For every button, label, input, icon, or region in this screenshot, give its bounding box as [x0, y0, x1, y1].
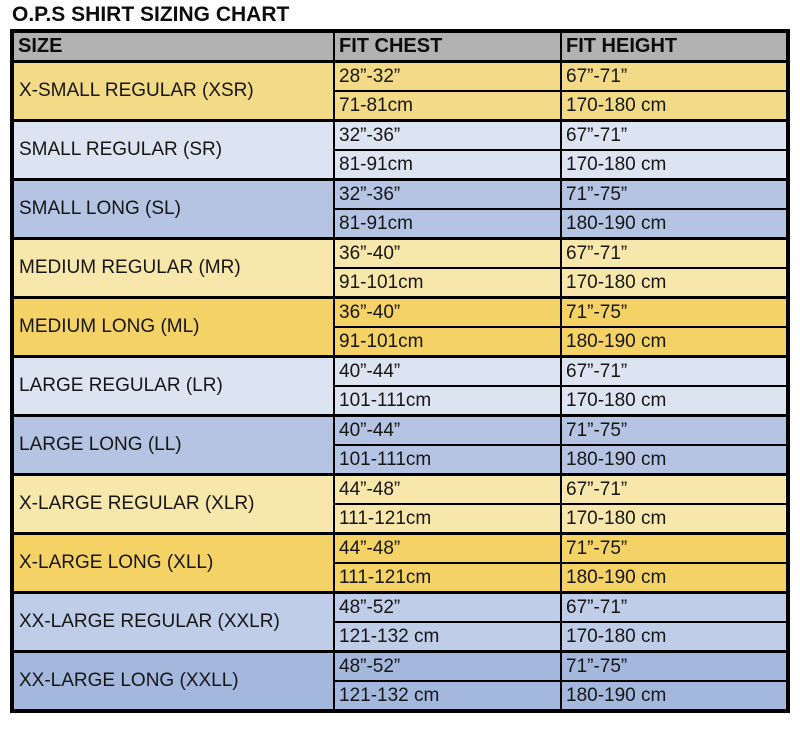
height-inches: 71”-75”	[560, 414, 789, 446]
chest-inches: 40”-44”	[333, 355, 562, 387]
size-group-ll: LARGE LONG (LL) 40”-44” 71”-75” 101-111c…	[11, 414, 789, 476]
height-cm: 170-180 cm	[560, 90, 789, 122]
height-inches: 67”-71”	[560, 60, 789, 92]
page-title: O.P.S SHIRT SIZING CHART	[12, 3, 290, 26]
chest-cm: 111-121cm	[333, 562, 562, 594]
height-cm: 180-190 cm	[560, 444, 789, 476]
chest-inches: 44”-48”	[333, 473, 562, 505]
table-row: X-LARGE LONG (XLL) 44”-48” 71”-75”	[11, 532, 789, 594]
chest-inches: 48”-52”	[333, 591, 562, 623]
size-label: XX-LARGE LONG (XXLL)	[11, 650, 335, 712]
chest-cm: 121-132 cm	[333, 680, 562, 712]
size-label: MEDIUM REGULAR (MR)	[11, 237, 335, 299]
size-group-sr: SMALL REGULAR (SR) 32”-36” 67”-71” 81-91…	[11, 119, 789, 181]
size-label: XX-LARGE REGULAR (XXLR)	[11, 591, 335, 653]
chest-cm: 101-111cm	[333, 444, 562, 476]
table-row: 111-121cm 170-180 cm	[12, 503, 789, 535]
table-row: 101-111cm 170-180 cm	[12, 385, 789, 417]
height-inches: 67”-71”	[560, 119, 789, 151]
height-cm: 170-180 cm	[560, 149, 789, 181]
height-cm: 180-190 cm	[560, 562, 789, 594]
table-row: 121-132 cm 180-190 cm	[12, 680, 789, 712]
table-row: 91-101cm 180-190 cm	[12, 326, 789, 358]
size-label: X-LARGE REGULAR (XLR)	[11, 473, 335, 535]
table-row: 101-111cm 180-190 cm	[12, 444, 789, 476]
chest-cm: 91-101cm	[333, 326, 562, 358]
sizing-table: SIZE FIT CHEST FIT HEIGHT X-SMALL REGULA…	[10, 29, 790, 713]
size-group-lr: LARGE REGULAR (LR) 40”-44” 67”-71” 101-1…	[11, 355, 789, 417]
height-cm: 170-180 cm	[560, 621, 789, 653]
size-label: X-SMALL REGULAR (XSR)	[11, 60, 335, 122]
chest-inches: 32”-36”	[333, 119, 562, 151]
table-row: 81-91cm 180-190 cm	[12, 208, 789, 240]
height-cm: 180-190 cm	[560, 326, 789, 358]
height-cm: 170-180 cm	[560, 385, 789, 417]
table-row: X-SMALL REGULAR (XSR) 28”-32” 67”-71”	[11, 60, 789, 122]
chest-cm: 111-121cm	[333, 503, 562, 535]
chest-cm: 101-111cm	[333, 385, 562, 417]
size-label: SMALL REGULAR (SR)	[11, 119, 335, 181]
height-cm: 170-180 cm	[560, 503, 789, 535]
table-row: LARGE REGULAR (LR) 40”-44” 67”-71”	[11, 355, 789, 417]
table-row: X-LARGE REGULAR (XLR) 44”-48” 67”-71”	[11, 473, 789, 535]
height-cm: 170-180 cm	[560, 267, 789, 299]
size-label: LARGE REGULAR (LR)	[11, 355, 335, 417]
chest-cm: 91-101cm	[333, 267, 562, 299]
size-group-ml: MEDIUM LONG (ML) 36”-40” 71”-75” 91-101c…	[11, 296, 789, 358]
column-header-fit-height: FIT HEIGHT	[560, 30, 789, 63]
table-row: XX-LARGE LONG (XXLL) 48”-52” 71”-75”	[11, 650, 789, 712]
chest-cm: 81-91cm	[333, 149, 562, 181]
size-group-mr: MEDIUM REGULAR (MR) 36”-40” 67”-71” 91-1…	[11, 237, 789, 299]
size-group-xsr: X-SMALL REGULAR (XSR) 28”-32” 67”-71” 71…	[11, 60, 789, 122]
column-header-fit-chest: FIT CHEST	[333, 30, 562, 63]
chest-cm: 121-132 cm	[333, 621, 562, 653]
height-cm: 180-190 cm	[560, 208, 789, 240]
chest-inches: 48”-52”	[333, 650, 562, 682]
chest-inches: 40”-44”	[333, 414, 562, 446]
size-group-sl: SMALL LONG (SL) 32”-36” 71”-75” 81-91cm …	[11, 178, 789, 240]
height-inches: 71”-75”	[560, 296, 789, 328]
size-group-xxlr: XX-LARGE REGULAR (XXLR) 48”-52” 67”-71” …	[11, 591, 789, 653]
height-inches: 67”-71”	[560, 591, 789, 623]
table-row: XX-LARGE REGULAR (XXLR) 48”-52” 67”-71”	[11, 591, 789, 653]
table-row: 71-81cm 170-180 cm	[12, 90, 789, 122]
chest-inches: 44”-48”	[333, 532, 562, 564]
table-row: LARGE LONG (LL) 40”-44” 71”-75”	[11, 414, 789, 476]
height-inches: 67”-71”	[560, 473, 789, 505]
size-group-xxll: XX-LARGE LONG (XXLL) 48”-52” 71”-75” 121…	[11, 650, 789, 712]
height-cm: 180-190 cm	[560, 680, 789, 712]
size-label: LARGE LONG (LL)	[11, 414, 335, 476]
height-inches: 71”-75”	[560, 532, 789, 564]
chest-inches: 28”-32”	[333, 60, 562, 92]
table-row: 91-101cm 170-180 cm	[12, 267, 789, 299]
chest-inches: 36”-40”	[333, 237, 562, 269]
height-inches: 67”-71”	[560, 355, 789, 387]
table-row: MEDIUM REGULAR (MR) 36”-40” 67”-71”	[11, 237, 789, 299]
size-group-xll: X-LARGE LONG (XLL) 44”-48” 71”-75” 111-1…	[11, 532, 789, 594]
table-header-row: SIZE FIT CHEST FIT HEIGHT	[11, 30, 789, 63]
table-row: SMALL LONG (SL) 32”-36” 71”-75”	[11, 178, 789, 240]
table-row: 81-91cm 170-180 cm	[12, 149, 789, 181]
size-group-xlr: X-LARGE REGULAR (XLR) 44”-48” 67”-71” 11…	[11, 473, 789, 535]
size-label: MEDIUM LONG (ML)	[11, 296, 335, 358]
column-header-size: SIZE	[11, 30, 335, 63]
height-inches: 71”-75”	[560, 650, 789, 682]
height-inches: 67”-71”	[560, 237, 789, 269]
chest-inches: 32”-36”	[333, 178, 562, 210]
table-row: MEDIUM LONG (ML) 36”-40” 71”-75”	[11, 296, 789, 358]
height-inches: 71”-75”	[560, 178, 789, 210]
table-row: SMALL REGULAR (SR) 32”-36” 67”-71”	[11, 119, 789, 181]
chest-cm: 71-81cm	[333, 90, 562, 122]
chest-inches: 36”-40”	[333, 296, 562, 328]
size-label: SMALL LONG (SL)	[11, 178, 335, 240]
chest-cm: 81-91cm	[333, 208, 562, 240]
size-label: X-LARGE LONG (XLL)	[11, 532, 335, 594]
